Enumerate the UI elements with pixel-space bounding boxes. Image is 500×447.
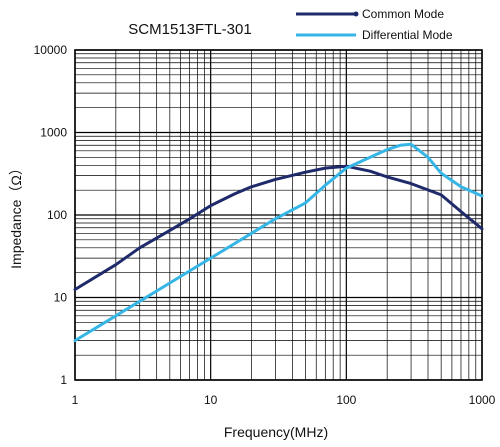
y-axis-label: Impedance（Ω） (8, 161, 24, 269)
x-tick-label: 10 (204, 393, 218, 407)
legend-label-common-mode: Common Mode (362, 7, 444, 21)
chart-title: SCM1513FTL-301 (128, 21, 251, 38)
x-tick-label: 1 (72, 393, 79, 407)
x-tick-label: 100 (336, 393, 356, 407)
y-tick-labels: 1 10 100 1000 10000 (34, 43, 68, 387)
x-tick-label: 1000 (469, 393, 496, 407)
legend: Common Mode Differential Mode (296, 7, 453, 42)
series-line-differential-mode (73, 142, 484, 343)
x-axis-label: Frequency(MHz) (224, 424, 328, 440)
y-tick-label: 10000 (34, 43, 68, 57)
legend-label-differential-mode: Differential Mode (362, 28, 453, 42)
x-tick-labels: 1 10 100 1000 (72, 393, 496, 407)
y-tick-label: 100 (47, 208, 67, 222)
series-line-common-mode (73, 164, 484, 291)
legend-marker-common-mode (353, 11, 359, 17)
y-tick-label: 10 (54, 291, 68, 305)
y-tick-label: 1 (60, 373, 67, 387)
series-layer (73, 142, 484, 343)
y-tick-label: 1000 (40, 126, 67, 140)
plot-frame (74, 49, 483, 381)
